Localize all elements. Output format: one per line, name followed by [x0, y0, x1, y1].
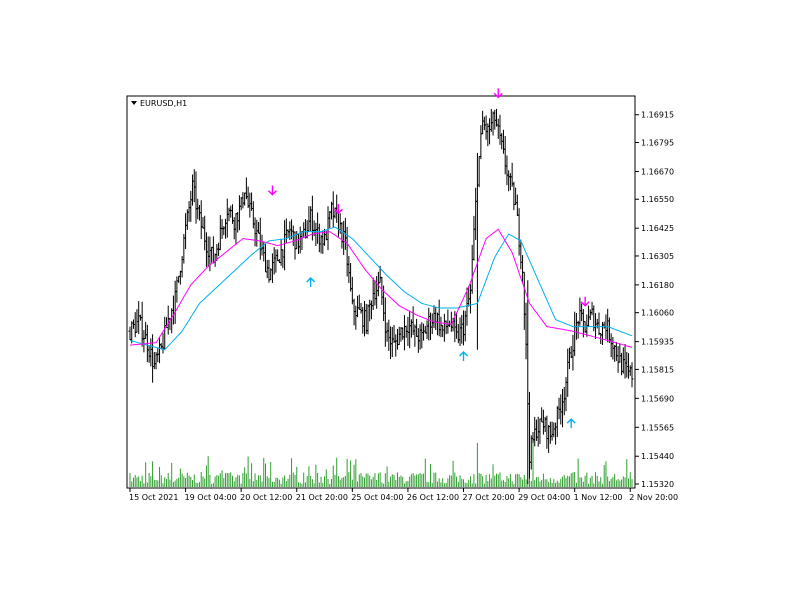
x-tick-label: 26 Oct 12:00 — [407, 493, 459, 502]
y-tick-label: 1.15440 — [641, 452, 674, 461]
chart-frame — [126, 95, 636, 489]
y-tick-label: 1.15690 — [641, 394, 674, 403]
arrow-down-icon — [267, 185, 277, 196]
arrow-down-icon — [333, 204, 343, 215]
y-tick-label: 1.16060 — [641, 309, 674, 318]
symbol-timeframe-label: EURUSD,H1 — [140, 99, 187, 108]
y-tick-label: 1.16305 — [641, 252, 674, 261]
x-tick-label: 19 Oct 04:00 — [185, 493, 237, 502]
x-tick-label: 15 Oct 2021 — [129, 493, 178, 502]
y-tick-label: 1.15935 — [641, 338, 674, 347]
y-tick-label: 1.15320 — [641, 480, 674, 489]
moving-averages — [129, 226, 633, 351]
y-tick-label: 1.16670 — [641, 167, 674, 176]
x-tick-label: 29 Oct 04:00 — [518, 493, 570, 502]
y-tick-label: 1.16915 — [641, 111, 674, 120]
y-tick-label: 1.16550 — [641, 195, 674, 204]
x-tick-label: 20 Oct 12:00 — [240, 493, 292, 502]
signal-arrows — [267, 88, 590, 429]
y-tick-label: 1.16425 — [641, 224, 674, 233]
ohlc-bar — [630, 362, 634, 388]
ma-slow-line — [129, 226, 633, 351]
x-tick-label: 25 Oct 04:00 — [351, 493, 403, 502]
volume-histogram — [129, 443, 633, 487]
x-tick-label: 21 Oct 20:00 — [296, 493, 348, 502]
x-tick-label: 1 Nov 12:00 — [574, 493, 623, 502]
x-axis: 15 Oct 2021 19 Oct 04:00 20 Oct 12:00 21 Oc… — [129, 488, 678, 502]
arrow-down-icon — [580, 296, 590, 307]
y-tick-label: 1.16180 — [641, 281, 674, 290]
y-axis: 1.16915 1.16795 1.16670 1.16550 1.16425 1.163… — [635, 111, 674, 489]
symbol-header[interactable]: EURUSD,H1 — [131, 99, 187, 108]
dropdown-triangle-icon[interactable] — [131, 101, 137, 105]
arrow-up-icon — [306, 276, 316, 287]
arrow-up-icon — [566, 418, 576, 429]
x-tick-label: 2 Nov 20:00 — [629, 493, 678, 502]
y-tick-label: 1.15815 — [641, 365, 674, 374]
ma-fast-line — [129, 228, 633, 348]
y-tick-label: 1.15565 — [641, 423, 674, 432]
arrow-up-icon — [459, 351, 469, 362]
x-tick-label: 27 Oct 20:00 — [463, 493, 515, 502]
arrow-down-icon — [493, 88, 503, 99]
y-tick-label: 1.16795 — [641, 139, 674, 148]
